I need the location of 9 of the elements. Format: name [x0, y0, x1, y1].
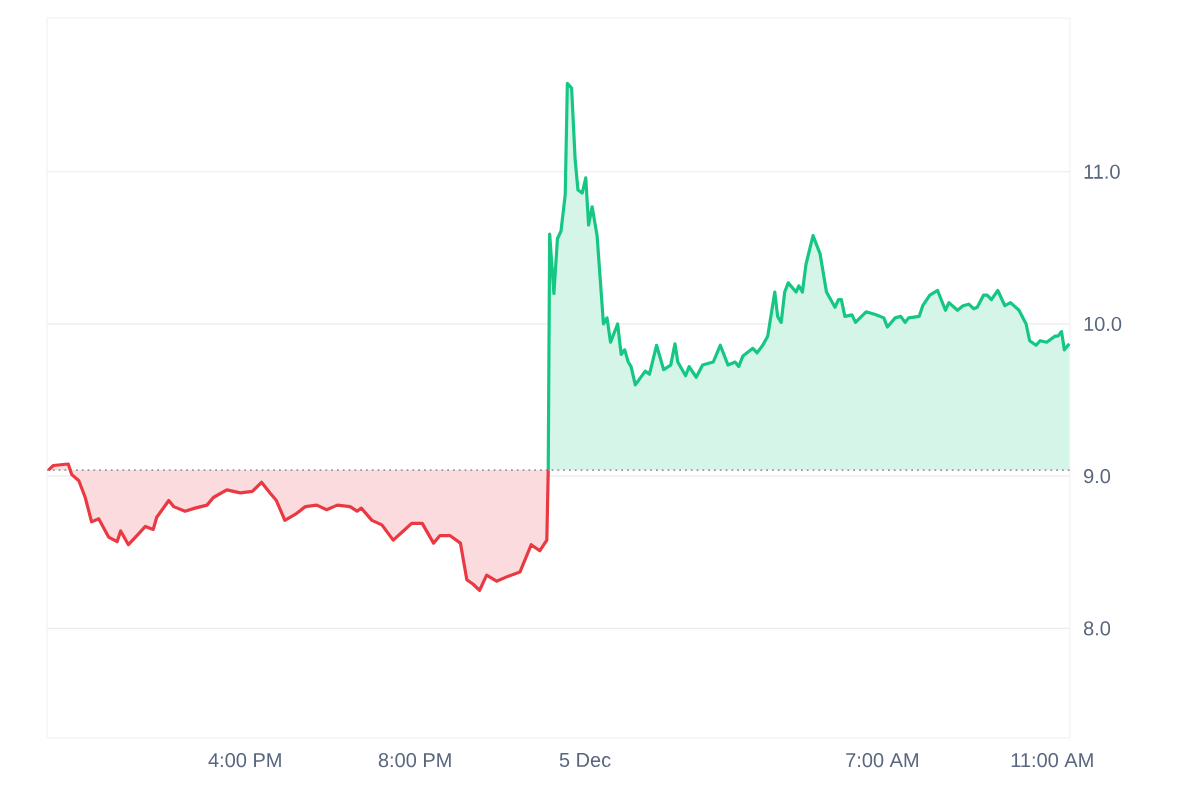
y-tick-label: 11.0 [1084, 164, 1120, 179]
y-tick-label: 9.0 [1084, 469, 1111, 484]
x-tick-label: 7:00 AM [846, 753, 918, 768]
y-tick-label: 8.0 [1083, 621, 1111, 636]
x-tick-label: 11:00 AM [1011, 753, 1093, 768]
y-tick-label: 10.0 [1084, 316, 1122, 332]
x-tick-label: 5 Dec [559, 753, 611, 768]
x-tick-label: 8:00 PM [378, 753, 451, 768]
x-tick-label: 4:00 PM [208, 753, 281, 768]
